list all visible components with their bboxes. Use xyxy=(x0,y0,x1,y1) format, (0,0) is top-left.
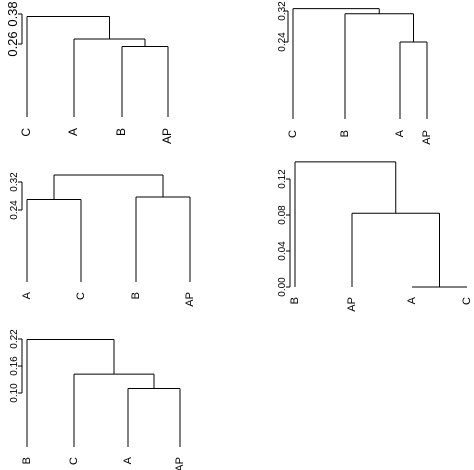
y-tick-label: 0.08 xyxy=(277,205,288,225)
y-tick-label: 0.00 xyxy=(277,277,288,297)
leaf-label: B xyxy=(339,130,351,137)
y-tick-label: 0.38 xyxy=(5,1,20,26)
leaf-label: C xyxy=(68,457,80,465)
leaf-label: A xyxy=(66,128,80,136)
leaf-label: C xyxy=(461,297,473,305)
leaf-label: C xyxy=(75,292,87,300)
leaf-label: B xyxy=(114,128,128,136)
leaf-label: AP xyxy=(174,457,186,470)
dendrogram-panel-2: 0.24 0.32 C B A AP xyxy=(277,1,433,145)
dendrogram-panel-1: 0.26 0.38 C A B AP xyxy=(5,1,174,144)
y-tick-label: 0.16 xyxy=(9,356,20,376)
leaf-label: A xyxy=(21,291,33,299)
leaf-label: A xyxy=(406,296,418,304)
y-tick-label: 0.24 xyxy=(9,200,20,220)
y-tick-label: 0.24 xyxy=(277,32,288,52)
y-tick-label: 0.10 xyxy=(9,383,20,403)
leaf-label: A xyxy=(122,456,134,464)
y-tick-label: 0.32 xyxy=(277,1,288,21)
leaf-label: AP xyxy=(160,128,174,144)
leaf-label: AP xyxy=(346,297,358,312)
leaf-label: B xyxy=(289,297,301,304)
leaf-label: AP xyxy=(184,292,196,307)
y-tick-label: 0.12 xyxy=(277,169,288,189)
leaf-label: AP xyxy=(421,130,433,145)
dendrogram-panel-3: 0.24 0.32 A C B AP xyxy=(9,172,196,307)
y-tick-label: 0.32 xyxy=(9,172,20,192)
dendrogram-panel-4: 0.00 0.04 0.08 0.12 B AP A C xyxy=(277,161,473,312)
y-tick-label: 0.26 xyxy=(5,31,20,56)
y-tick-label: 0.04 xyxy=(277,241,288,261)
leaf-label: B xyxy=(130,292,142,299)
leaf-label: B xyxy=(21,457,33,464)
leaf-label: A xyxy=(394,129,406,137)
dendrogram-panel-5: 0.10 0.16 0.22 B C A AP xyxy=(9,329,186,470)
y-tick-label: 0.22 xyxy=(9,329,20,349)
leaf-label: C xyxy=(287,130,299,138)
leaf-label: C xyxy=(19,128,33,137)
